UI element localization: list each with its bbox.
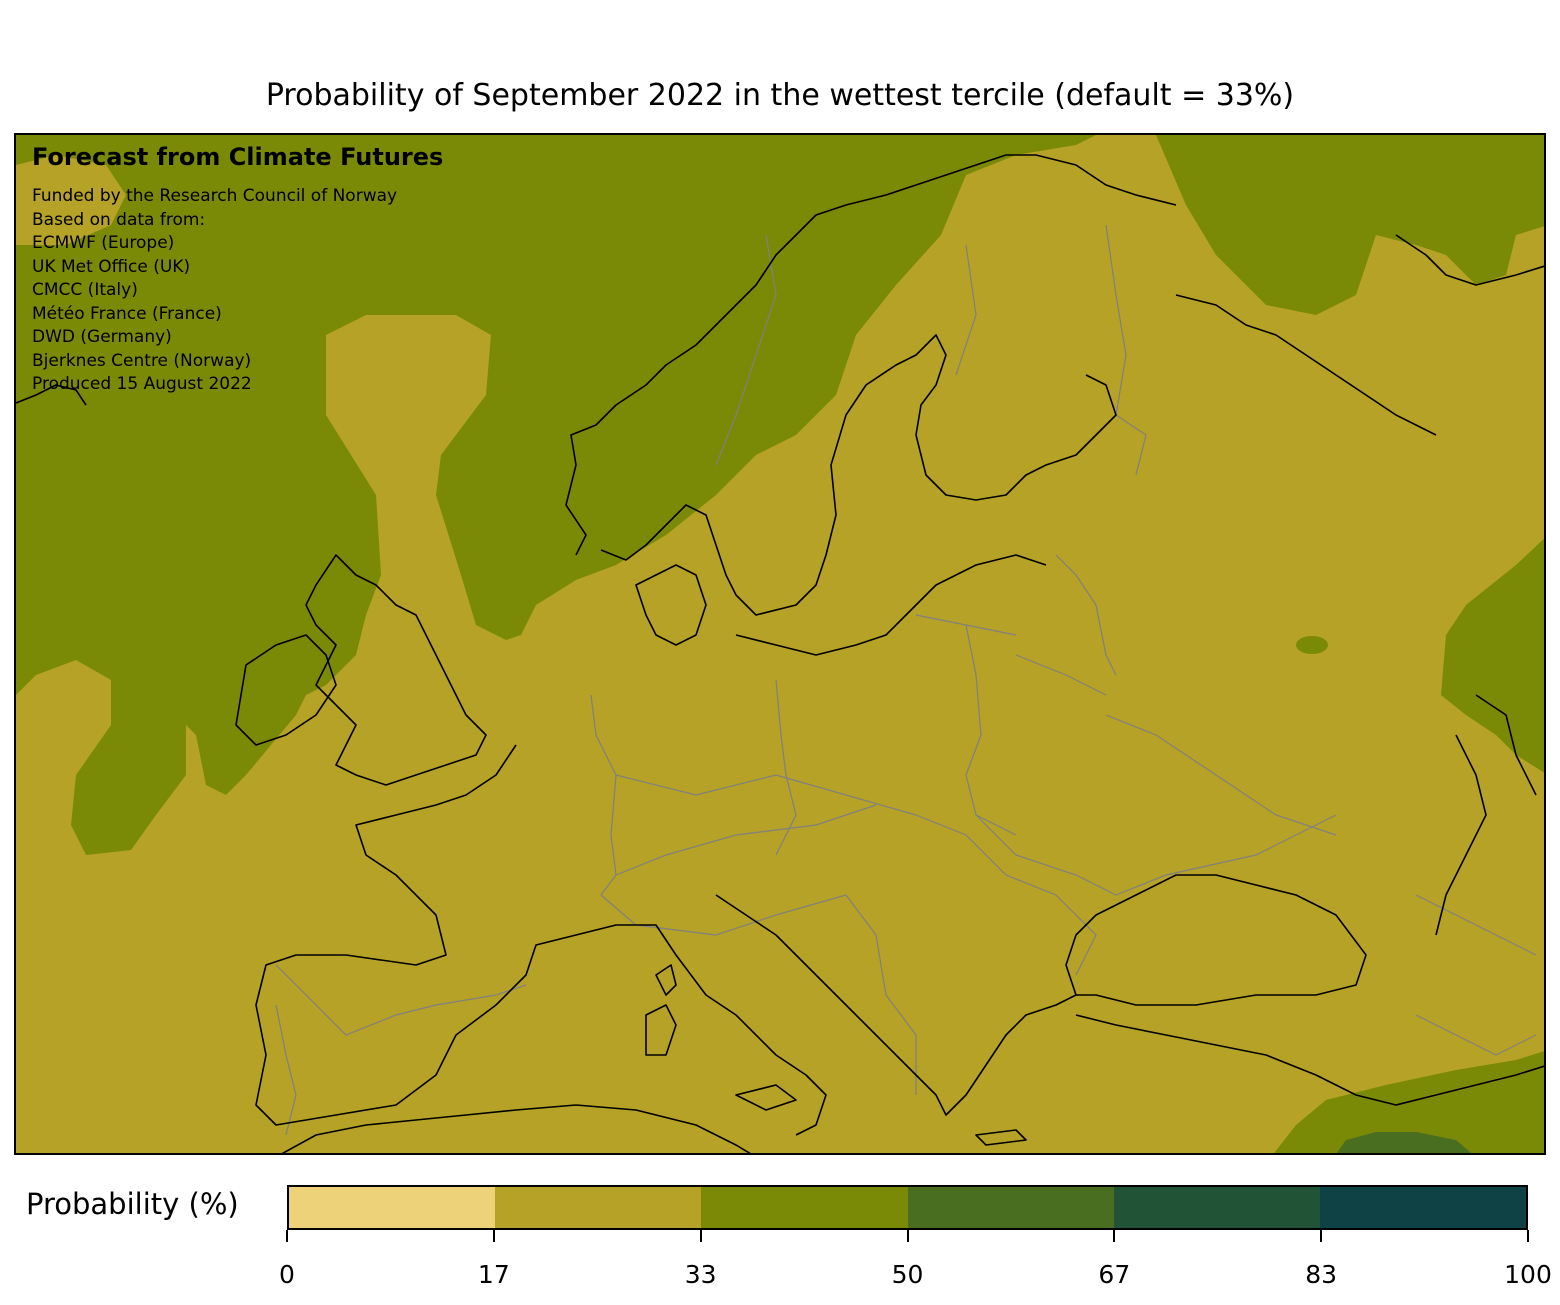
credit-line: Funded by the Research Council of Norway xyxy=(32,186,398,206)
coast-north-africa xyxy=(281,1104,751,1153)
coast-east-seas xyxy=(1435,734,1487,936)
region-33-50-atlantic xyxy=(16,135,1096,855)
tick-label: 0 xyxy=(279,1260,295,1289)
coast-denmark xyxy=(635,564,707,646)
region-33-50-east xyxy=(1441,538,1544,773)
forecast-map: Forecast from Climate Futures Funded by … xyxy=(14,133,1546,1155)
tick-mark xyxy=(1527,1230,1529,1242)
coast-white-sea xyxy=(1175,294,1437,436)
coast-norway xyxy=(565,154,1177,556)
coastlines xyxy=(16,154,1544,1153)
coast-sicily xyxy=(735,1084,797,1111)
coast-sweden-finland xyxy=(600,334,1117,616)
coast-britain xyxy=(305,554,487,786)
credits-heading: Forecast from Climate Futures xyxy=(32,143,444,171)
region-33-50-barents xyxy=(1156,135,1544,315)
coast-iceland-edge xyxy=(16,384,87,406)
coast-corsica xyxy=(655,964,677,996)
region-50-67-southeast xyxy=(1336,1132,1472,1153)
coast-baltic-south xyxy=(735,554,1047,656)
tick-label: 83 xyxy=(1305,1260,1338,1289)
colorbar-label: Probability (%) xyxy=(26,1187,239,1221)
coast-crete xyxy=(975,1129,1027,1146)
credit-line: Based on data from: xyxy=(32,209,206,230)
tick-mark xyxy=(699,1230,702,1242)
credit-line: CMCC (Italy) xyxy=(32,280,138,300)
coast-turkey xyxy=(1075,1014,1544,1106)
tick-label: 100 xyxy=(1504,1260,1552,1289)
colorbar-segment xyxy=(1319,1187,1527,1228)
colorbar xyxy=(287,1185,1528,1230)
colorbar-segment xyxy=(289,1187,496,1228)
tick-mark xyxy=(1320,1230,1323,1242)
colorbar-segment xyxy=(495,1187,702,1228)
credit-line: ECMWF (Europe) xyxy=(32,233,175,253)
credit-line: UK Met Office (UK) xyxy=(32,256,191,277)
credits-block: Forecast from Climate Futures Funded by … xyxy=(32,143,443,397)
tick-label: 33 xyxy=(684,1260,717,1289)
chart-title: Probability of September 2022 in the wet… xyxy=(265,78,1295,113)
colorbar-segment xyxy=(1113,1187,1320,1228)
colorbar-segment xyxy=(907,1187,1114,1228)
colorbar-ticks: 0 17 33 50 67 83 100 xyxy=(279,1230,1552,1290)
tick-label: 67 xyxy=(1098,1260,1131,1289)
coast-black-sea xyxy=(1065,874,1367,1006)
credit-line: DWD (Germany) xyxy=(32,327,172,347)
country-borders xyxy=(275,224,1537,1136)
coast-france-iberia xyxy=(255,744,827,1136)
colorbar-segment xyxy=(701,1187,908,1228)
region-33-50-blob xyxy=(1296,636,1328,654)
tick-mark xyxy=(906,1230,909,1242)
coast-ireland xyxy=(235,634,337,746)
tick-label: 17 xyxy=(477,1260,510,1289)
coast-sardinia xyxy=(645,1004,677,1056)
coast-caspian xyxy=(1475,694,1537,796)
tick-mark xyxy=(1113,1230,1116,1242)
credit-line: Bjerknes Centre (Norway) xyxy=(32,350,252,371)
credit-line: Produced 15 August 2022 xyxy=(32,374,252,394)
coast-italy-balkans xyxy=(715,894,1077,1116)
region-17-33-atlantic-west xyxy=(16,155,126,245)
probability-map-svg xyxy=(16,135,1544,1153)
credit-line: Météo France (France) xyxy=(32,303,222,324)
tick-label: 50 xyxy=(891,1260,924,1289)
coast-arctic-east xyxy=(1395,234,1544,286)
tick-mark xyxy=(492,1230,495,1242)
tick-mark xyxy=(286,1230,288,1242)
